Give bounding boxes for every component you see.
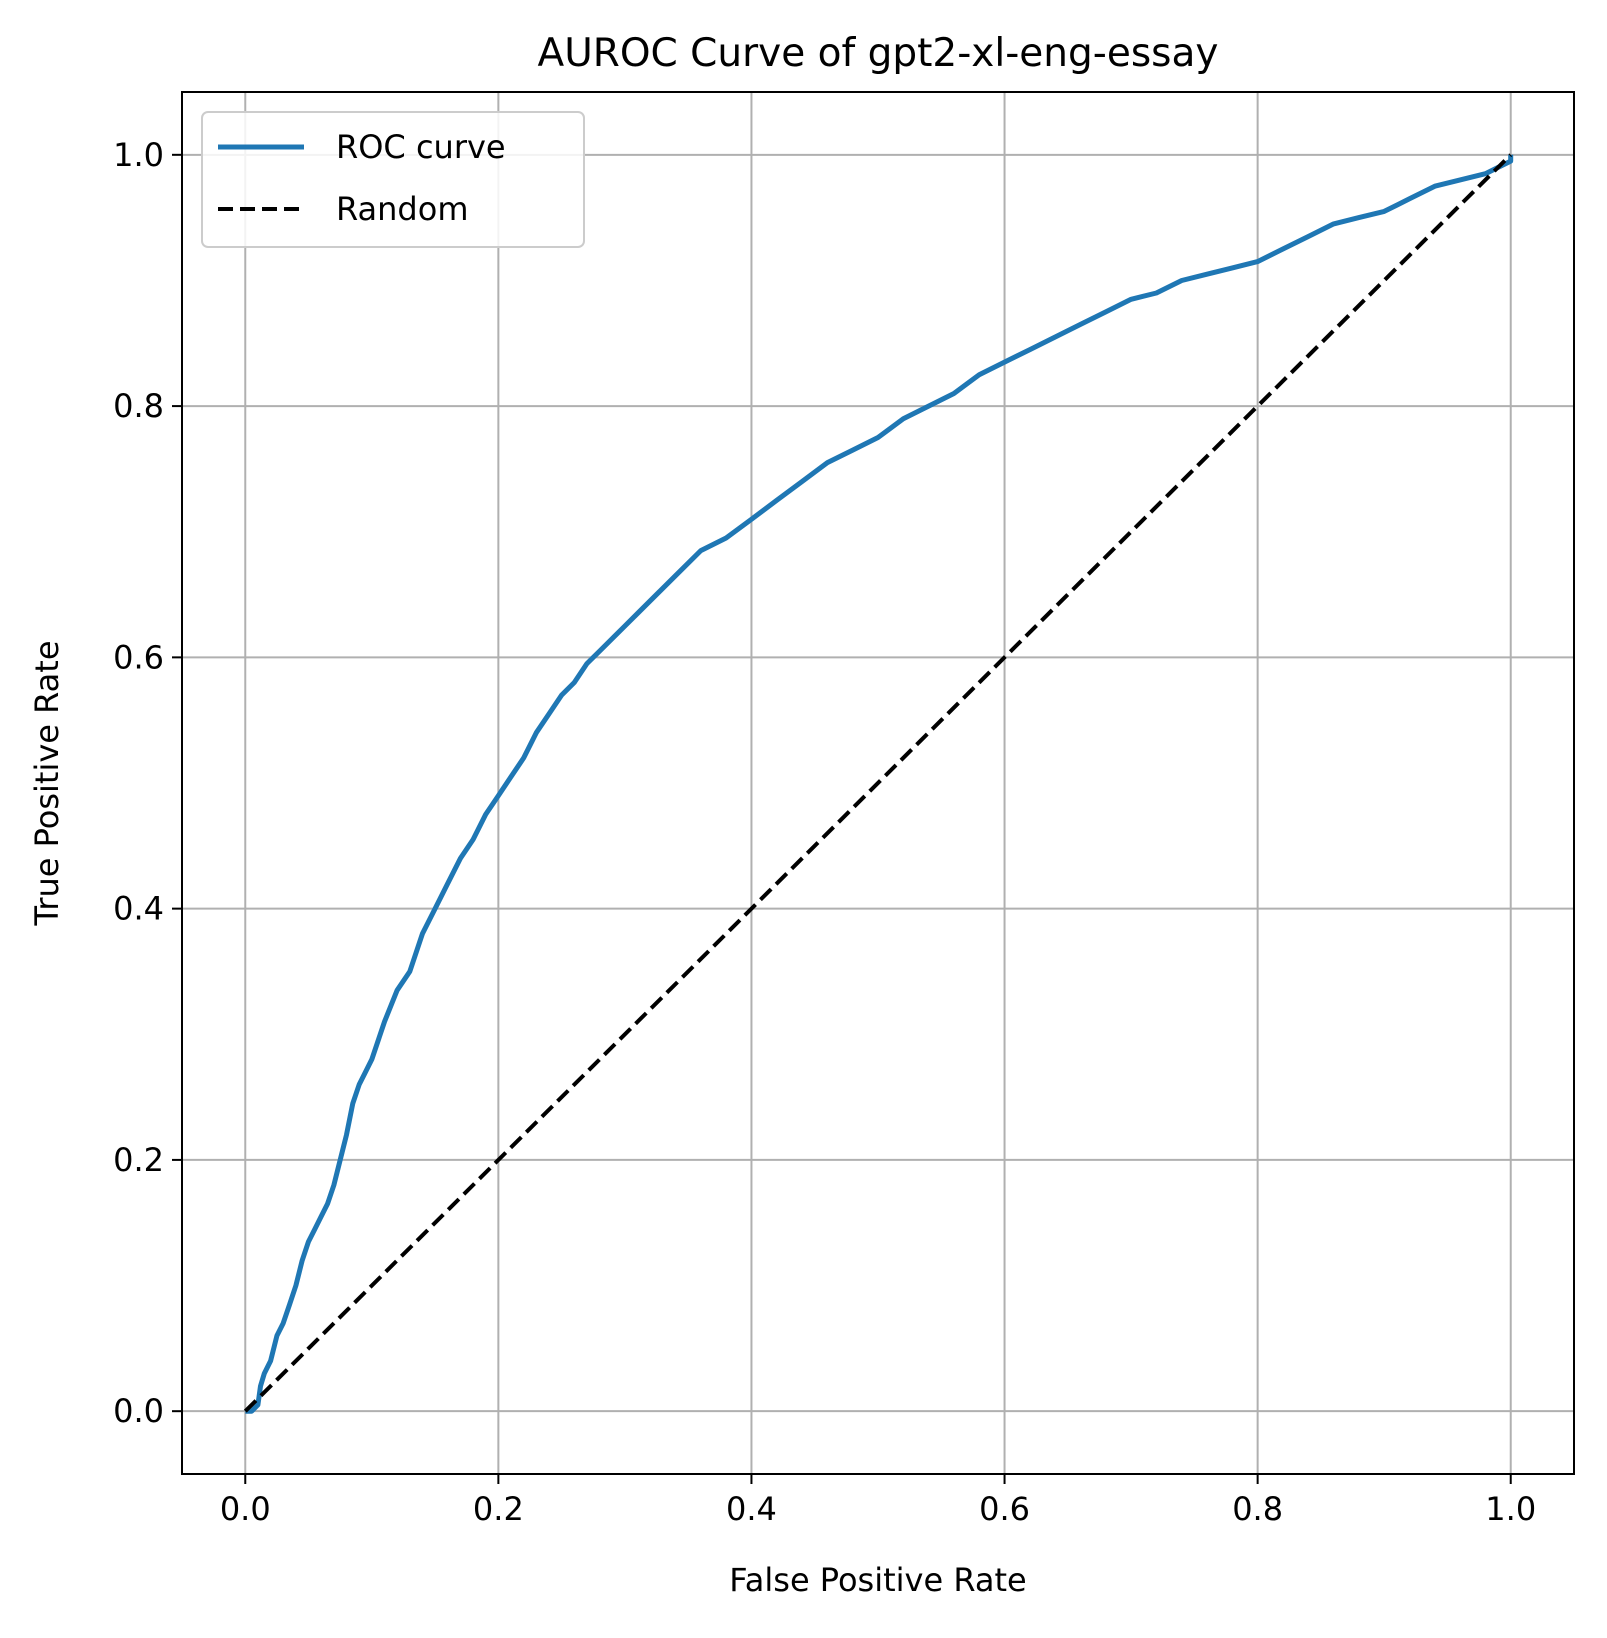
series-lines — [243, 153, 1514, 1414]
x-tick-label: 1.0 — [1485, 1490, 1536, 1528]
legend-label-random: Random — [336, 190, 468, 228]
y-tick-label: 1.0 — [113, 136, 164, 174]
roc-curve-line — [245, 154, 1514, 1414]
x-axis-title: False Positive Rate — [729, 1561, 1026, 1599]
legend-label-roc: ROC curve — [336, 128, 506, 166]
grid-lines — [182, 92, 1574, 1474]
x-tick-label: 0.2 — [473, 1490, 524, 1528]
x-tick-label: 0.4 — [726, 1490, 777, 1528]
random-baseline-line — [243, 153, 1513, 1413]
y-axis-title: True Positive Rate — [28, 640, 66, 926]
y-tick-label: 0.2 — [113, 1141, 164, 1179]
y-tick-label: 0.0 — [113, 1392, 164, 1430]
axis-ticks: 0.0 0.2 0.4 0.6 0.8 1.0 0.0 0.2 0.4 0.6 0.8 1.0 — [113, 136, 1536, 1528]
y-tick-label: 0.4 — [113, 890, 164, 928]
x-tick-label: 0.6 — [979, 1490, 1030, 1528]
x-tick-label: 0.8 — [1232, 1490, 1283, 1528]
y-tick-label: 0.8 — [113, 387, 164, 425]
y-tick-label: 0.6 — [113, 638, 164, 676]
chart-title: AUROC Curve of gpt2-xl-eng-essay — [538, 31, 1219, 76]
legend: ROC curve Random — [201, 111, 585, 248]
plot-frame — [181, 91, 1575, 1475]
x-tick-label: 0.0 — [220, 1490, 271, 1528]
